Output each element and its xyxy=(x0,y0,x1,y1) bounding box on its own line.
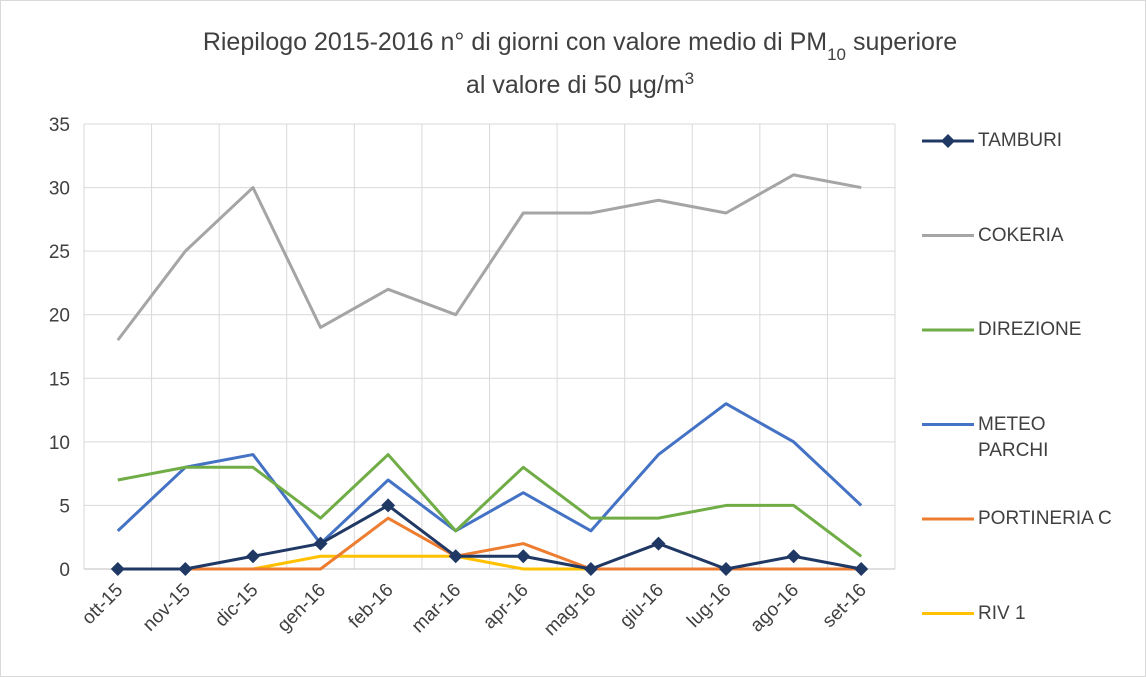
legend-label: PORTINERIA C xyxy=(978,508,1112,529)
title-part: 10 xyxy=(827,45,846,64)
marker xyxy=(381,498,396,513)
marker xyxy=(245,549,260,564)
y-tick-label: 30 xyxy=(49,179,70,200)
y-tick-label: 0 xyxy=(59,560,70,581)
marker xyxy=(110,562,125,576)
title-part: superiore xyxy=(846,28,957,56)
marker xyxy=(786,549,801,564)
series-line xyxy=(117,516,862,571)
marker xyxy=(719,562,734,576)
title-part: 3 xyxy=(685,69,694,88)
marker xyxy=(854,562,869,576)
legend-label: RIV 1 xyxy=(978,602,1026,624)
y-tick-label: 5 xyxy=(59,496,70,517)
title-part: al valore di 50 µg/m xyxy=(466,71,685,99)
marker xyxy=(583,562,598,576)
marker xyxy=(313,536,328,551)
marker xyxy=(178,562,193,576)
marker xyxy=(651,536,666,551)
chart-title: al valore di 50 µg/m3 xyxy=(466,69,694,100)
chart-title: Riepilogo 2015-2016 n° di giorni con val… xyxy=(203,28,957,64)
y-tick-label: 35 xyxy=(49,115,70,136)
y-tick-label: 10 xyxy=(49,433,70,454)
legend-marker xyxy=(941,134,955,148)
y-tick-label: 20 xyxy=(49,306,70,327)
marker xyxy=(448,549,463,564)
legend-label: TAMBURI xyxy=(978,130,1063,151)
legend-label: METEO PARCHI xyxy=(978,413,1049,461)
legend-label: COKERIA xyxy=(978,224,1064,246)
y-tick-label: 25 xyxy=(49,242,70,263)
marker xyxy=(516,549,531,564)
series-line xyxy=(117,503,862,571)
y-tick-label: 15 xyxy=(49,369,70,390)
title-part: Riepilogo 2015-2016 n° di giorni con val… xyxy=(203,28,827,56)
series-line xyxy=(117,453,863,558)
series-line xyxy=(116,173,862,342)
series-line xyxy=(116,402,863,546)
legend-label: DIREZIONE xyxy=(978,319,1082,340)
